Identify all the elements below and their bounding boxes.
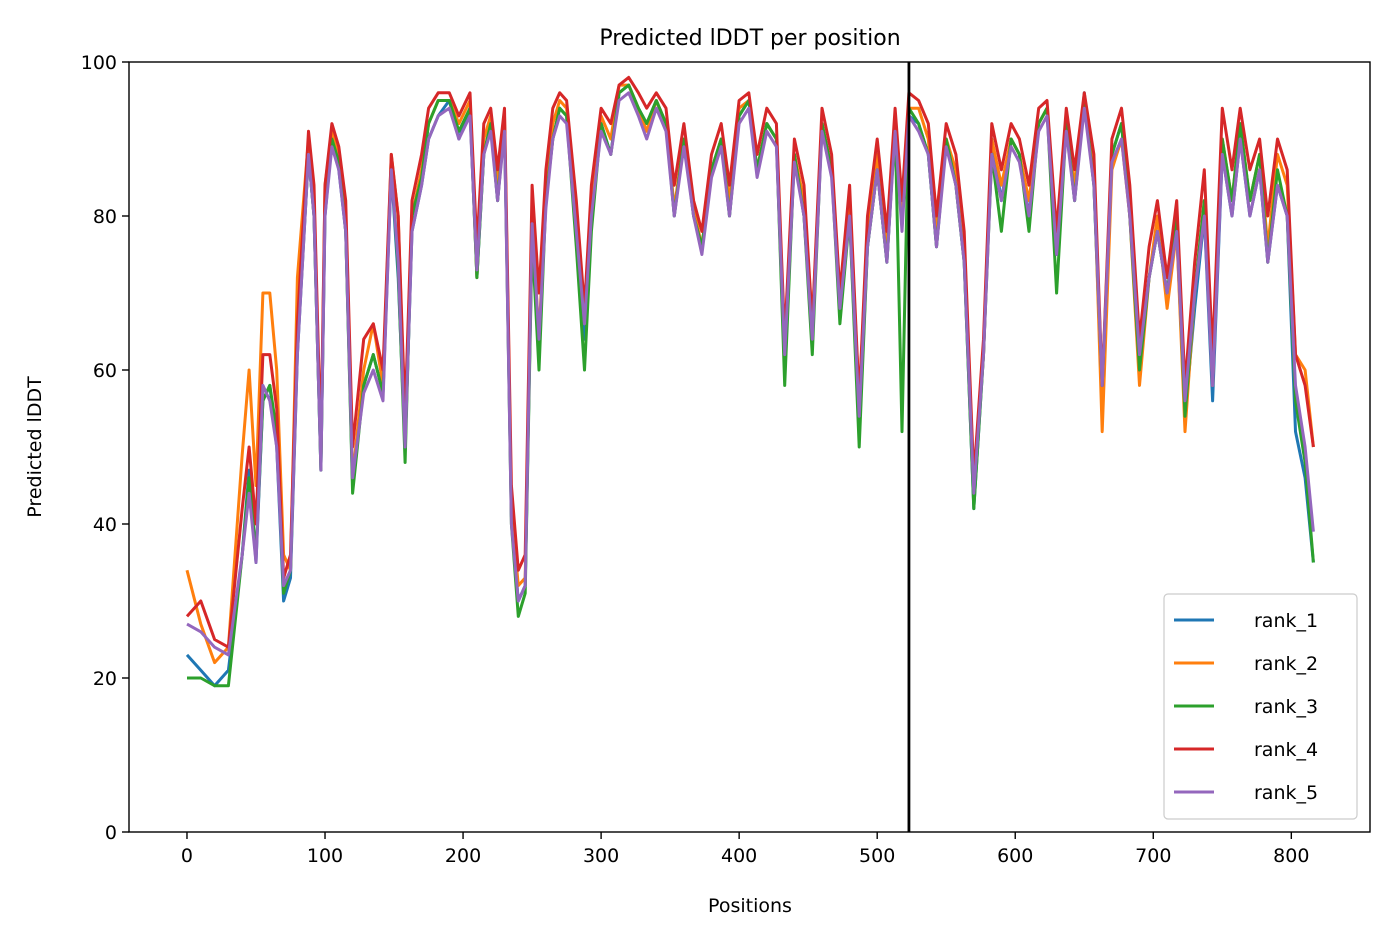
y-axis-ticks: 0 20 40 60 80 100 [81, 52, 129, 844]
x-axis-ticks: 0 100 200 300 400 500 600 700 800 [181, 832, 1309, 867]
series-line-rank-5 [186, 91, 1315, 657]
y-tick-label: 40 [93, 514, 117, 536]
legend-label: rank_1 [1254, 610, 1318, 632]
series-line-rank-1 [185, 83, 1315, 688]
legend-label: rank_4 [1254, 739, 1318, 761]
series-line-rank-3 [187, 83, 1315, 688]
x-tick-label: 300 [583, 845, 619, 867]
y-tick-label: 0 [105, 822, 117, 844]
series-line-rank-4 [185, 75, 1315, 649]
x-tick-label: 800 [1273, 845, 1309, 867]
legend-label: rank_3 [1254, 696, 1318, 718]
y-tick-label: 100 [81, 52, 117, 74]
y-tick-label: 80 [93, 206, 117, 228]
y-axis-label: Predicted lDDT [24, 376, 46, 518]
legend: rank_1 rank_2 rank_3 rank_4 rank_5 [1163, 593, 1358, 820]
chart-title: Predicted lDDT per position [599, 26, 900, 51]
x-tick-label: 0 [181, 845, 193, 867]
legend-label: rank_2 [1254, 653, 1318, 675]
plot-frame [128, 61, 1371, 833]
x-tick-label: 700 [1135, 845, 1171, 867]
legend-label: rank_5 [1254, 782, 1318, 804]
plot-lines [185, 75, 1315, 688]
series-line-rank-2 [185, 83, 1315, 665]
x-tick-label: 400 [721, 845, 757, 867]
x-tick-label: 600 [997, 845, 1033, 867]
x-tick-label: 100 [307, 845, 343, 867]
x-tick-label: 200 [445, 845, 481, 867]
x-tick-label: 500 [859, 845, 895, 867]
y-tick-label: 60 [93, 360, 117, 382]
x-axis-label: Positions [708, 895, 792, 917]
legend-box [1163, 593, 1358, 820]
y-tick-label: 20 [93, 668, 117, 690]
